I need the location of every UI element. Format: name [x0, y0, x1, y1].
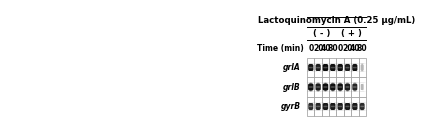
FancyBboxPatch shape: [323, 106, 328, 107]
Text: 0: 0: [308, 44, 313, 53]
FancyBboxPatch shape: [331, 86, 335, 88]
FancyBboxPatch shape: [322, 63, 330, 72]
Bar: [351, 77, 359, 97]
FancyBboxPatch shape: [331, 106, 335, 107]
Bar: [322, 77, 329, 97]
Bar: [336, 77, 344, 97]
FancyBboxPatch shape: [331, 67, 335, 68]
FancyBboxPatch shape: [353, 106, 357, 107]
Bar: [344, 58, 351, 77]
FancyBboxPatch shape: [316, 67, 320, 68]
Bar: [329, 58, 336, 77]
Bar: [344, 97, 351, 116]
FancyBboxPatch shape: [338, 86, 342, 88]
FancyBboxPatch shape: [307, 83, 315, 91]
Bar: [322, 58, 329, 77]
Bar: [359, 97, 366, 116]
FancyBboxPatch shape: [309, 106, 313, 107]
Bar: [351, 97, 359, 116]
Bar: [314, 58, 322, 77]
Text: 40: 40: [349, 44, 360, 53]
Bar: [307, 77, 314, 97]
Bar: [359, 77, 366, 97]
FancyBboxPatch shape: [336, 83, 344, 91]
Text: gyrB: gyrB: [280, 102, 301, 111]
FancyBboxPatch shape: [329, 63, 337, 72]
FancyBboxPatch shape: [309, 67, 313, 68]
FancyBboxPatch shape: [321, 102, 330, 111]
FancyBboxPatch shape: [346, 86, 349, 88]
FancyBboxPatch shape: [314, 63, 322, 72]
Text: ( + ): ( + ): [341, 29, 362, 38]
Bar: [307, 97, 314, 116]
Bar: [351, 58, 359, 77]
FancyBboxPatch shape: [336, 63, 344, 72]
Bar: [336, 58, 344, 77]
FancyBboxPatch shape: [353, 67, 357, 68]
FancyBboxPatch shape: [344, 83, 352, 91]
FancyBboxPatch shape: [329, 83, 337, 91]
Text: Time (min): Time (min): [257, 44, 304, 53]
Text: grlB: grlB: [283, 83, 301, 92]
FancyBboxPatch shape: [336, 102, 344, 111]
Text: 20: 20: [342, 44, 353, 53]
Bar: [329, 97, 336, 116]
Text: 80: 80: [328, 44, 338, 53]
Bar: [336, 97, 344, 116]
Bar: [344, 77, 351, 97]
FancyBboxPatch shape: [306, 102, 315, 111]
Bar: [314, 97, 322, 116]
Bar: [329, 77, 336, 97]
FancyBboxPatch shape: [360, 106, 364, 107]
FancyBboxPatch shape: [338, 106, 342, 107]
Bar: [322, 97, 329, 116]
FancyBboxPatch shape: [351, 102, 359, 111]
Text: Lactoquinomycin A (0.25 μg/mL): Lactoquinomycin A (0.25 μg/mL): [258, 16, 415, 25]
FancyBboxPatch shape: [323, 67, 328, 68]
FancyBboxPatch shape: [316, 86, 320, 88]
FancyBboxPatch shape: [346, 67, 349, 68]
FancyBboxPatch shape: [322, 83, 330, 91]
FancyBboxPatch shape: [306, 63, 315, 72]
Text: 0: 0: [338, 44, 343, 53]
Text: 20: 20: [313, 44, 323, 53]
FancyBboxPatch shape: [351, 83, 359, 91]
FancyBboxPatch shape: [323, 86, 328, 88]
FancyBboxPatch shape: [351, 63, 359, 72]
FancyBboxPatch shape: [357, 83, 368, 91]
Text: grlA: grlA: [283, 63, 301, 72]
FancyBboxPatch shape: [344, 63, 352, 72]
Bar: [307, 58, 314, 77]
FancyBboxPatch shape: [358, 102, 367, 111]
Bar: [359, 58, 366, 77]
Text: ( - ): ( - ): [313, 29, 330, 38]
FancyBboxPatch shape: [309, 86, 313, 88]
Bar: [314, 77, 322, 97]
FancyBboxPatch shape: [357, 63, 368, 72]
Text: 80: 80: [357, 44, 368, 53]
FancyBboxPatch shape: [344, 102, 352, 111]
FancyBboxPatch shape: [329, 102, 337, 111]
FancyBboxPatch shape: [353, 86, 357, 88]
FancyBboxPatch shape: [338, 67, 342, 68]
FancyBboxPatch shape: [346, 106, 349, 107]
FancyBboxPatch shape: [314, 83, 322, 91]
FancyBboxPatch shape: [316, 106, 320, 107]
Text: 40: 40: [320, 44, 331, 53]
FancyBboxPatch shape: [314, 102, 322, 111]
